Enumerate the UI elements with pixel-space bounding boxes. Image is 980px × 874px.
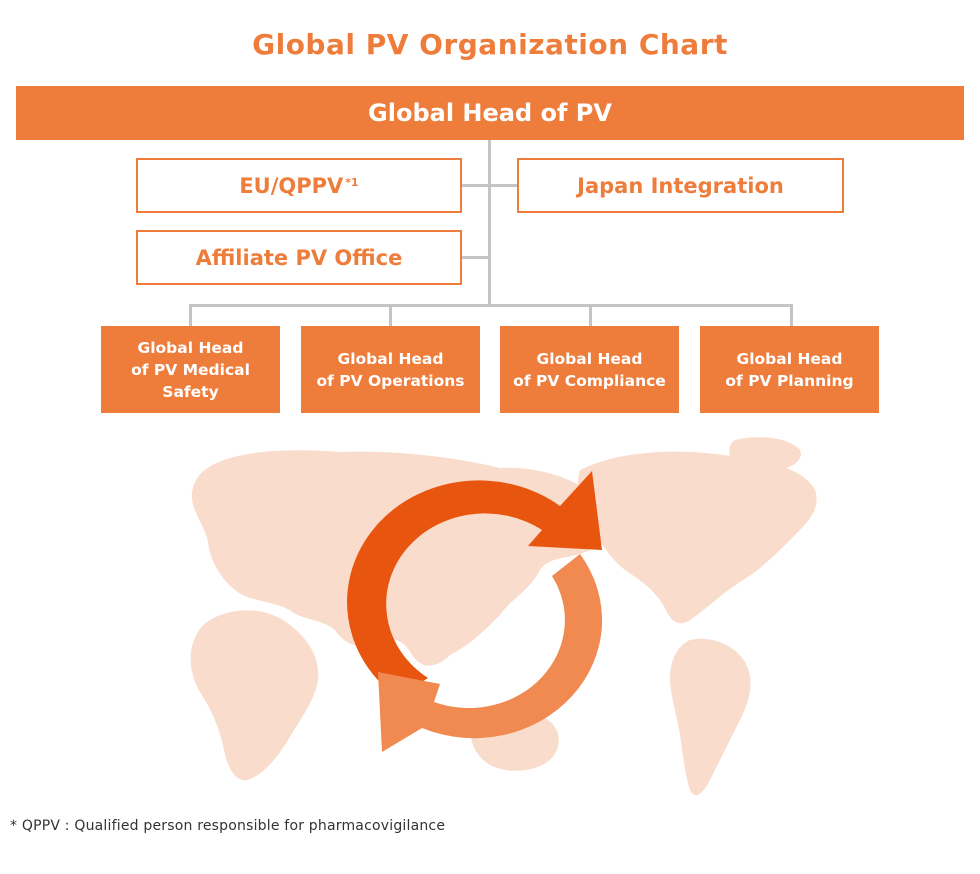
- node-line: Global Head: [536, 349, 643, 368]
- node-pv-compliance: Global Head of PV Compliance: [500, 326, 679, 413]
- node-line: Safety: [162, 382, 219, 401]
- node-pv-planning: Global Head of PV Planning: [700, 326, 879, 413]
- node-line: Global Head: [337, 349, 444, 368]
- affiliate-pv-office-label: Affiliate PV Office: [195, 245, 403, 270]
- connector-drop-4: [790, 304, 793, 326]
- cycle-arrow-light: [378, 554, 603, 752]
- node-line: Global Head: [137, 338, 244, 357]
- node-line: of PV Compliance: [513, 371, 666, 390]
- connector-drop-1: [189, 304, 192, 326]
- node-line: of PV Planning: [725, 371, 854, 390]
- node-pv-medical-safety: Global Head of PV Medical Safety: [101, 326, 280, 413]
- connector-drop-3: [589, 304, 592, 326]
- eu-qppv-node: EU/QPPV *1: [136, 158, 462, 213]
- node-line: of PV Operations: [316, 371, 465, 390]
- connector-affiliate: [461, 256, 490, 259]
- footnote: * QPPV : Qualified person responsible fo…: [10, 818, 446, 834]
- eu-qppv-footnote-marker: *1: [345, 176, 359, 189]
- node-pv-operations: Global Head of PV Operations: [301, 326, 480, 413]
- connector-horizontal: [189, 304, 793, 307]
- global-head-node: Global Head of PV: [16, 86, 964, 140]
- eu-qppv-label: EU/QPPV: [239, 173, 344, 198]
- cycle-arrow-dark: [347, 471, 602, 698]
- japan-integration-node: Japan Integration: [517, 158, 844, 213]
- connector-drop-2: [389, 304, 392, 326]
- connector-trunk: [488, 140, 491, 305]
- node-line: of PV Medical: [131, 360, 250, 379]
- node-line: Global Head: [736, 349, 843, 368]
- page-title: Global PV Organization Chart: [252, 28, 728, 61]
- connector-eu: [461, 184, 518, 187]
- affiliate-pv-office-node: Affiliate PV Office: [136, 230, 462, 285]
- japan-integration-label: Japan Integration: [577, 173, 784, 198]
- global-head-label: Global Head of PV: [368, 99, 612, 127]
- cycle-arrows-icon: [347, 471, 603, 752]
